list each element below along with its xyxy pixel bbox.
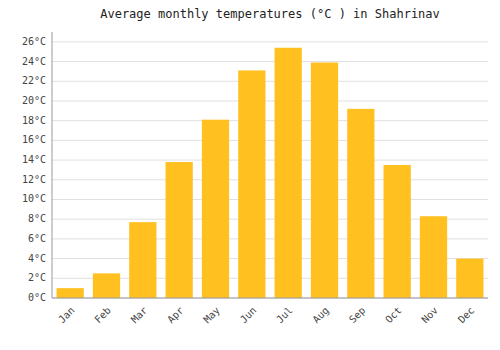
grid-line [52, 140, 488, 141]
y-tick-label: 6°C [28, 233, 46, 244]
x-tick-label: May [201, 305, 222, 326]
y-axis-line [52, 32, 53, 298]
y-tick-label: 10°C [22, 193, 46, 204]
y-tick-label: 24°C [22, 56, 46, 67]
chart-container: 0°C 2°C 4°C 6°C 8°C 10°C 12°C 14°C 16°C 18°C 20°C 2… [0, 0, 500, 350]
y-tick-label: 20°C [22, 95, 46, 106]
x-tick-label: Sep [347, 305, 368, 326]
grid-line [52, 41, 488, 42]
x-tick-label: Dec [456, 305, 477, 326]
bar [347, 109, 374, 298]
y-tick-label: 16°C [22, 134, 46, 145]
bar [93, 273, 120, 298]
chart-title: Average monthly temperatures (°C ) in Sh… [100, 7, 440, 21]
bar [384, 165, 411, 298]
grid-line [52, 120, 488, 121]
bar [166, 162, 193, 298]
bar [456, 259, 483, 298]
bar [57, 288, 84, 298]
bar [238, 70, 265, 298]
grid-line [52, 100, 488, 101]
x-tick-label: Oct [383, 305, 404, 326]
grid-line [52, 298, 488, 299]
bars [57, 48, 484, 298]
grid-line [52, 160, 488, 161]
grid-line [52, 199, 488, 200]
bar [129, 222, 156, 298]
y-tick-label: 14°C [22, 154, 46, 165]
x-tick-labels: Jan Feb Mar Apr May Jun Jul Aug Sep Oct Nov Dec [56, 305, 476, 326]
grid-line [52, 179, 488, 180]
y-tick-label: 0°C [28, 292, 46, 303]
y-tick-label: 12°C [22, 174, 46, 185]
chart-svg: 0°C 2°C 4°C 6°C 8°C 10°C 12°C 14°C 16°C 18°C 20°C 2… [0, 0, 500, 350]
bar [311, 63, 338, 298]
y-tick-label: 26°C [22, 36, 46, 47]
x-tick-label: Jun [238, 305, 259, 326]
x-tick-label: Apr [165, 305, 186, 326]
y-tick-labels: 0°C 2°C 4°C 6°C 8°C 10°C 12°C 14°C 16°C 18°C 20°C 2… [22, 36, 46, 303]
grid-line [52, 81, 488, 82]
x-tick-label: Nov [419, 305, 440, 326]
x-tick-label: Jul [274, 305, 295, 326]
x-axis-line [52, 298, 488, 299]
y-tick-label: 2°C [28, 272, 46, 283]
x-tick-label: Aug [310, 305, 331, 326]
y-grid [52, 42, 488, 298]
bar [420, 216, 447, 298]
y-tick-label: 8°C [28, 213, 46, 224]
y-tick-label: 4°C [28, 253, 46, 264]
y-tick-label: 18°C [22, 115, 46, 126]
x-tick-label: Feb [92, 305, 113, 326]
x-tick-label: Mar [129, 305, 150, 326]
grid-line [52, 61, 488, 62]
bar [202, 120, 229, 298]
x-tick-label: Jan [56, 305, 77, 326]
y-tick-label: 22°C [22, 75, 46, 86]
bar [275, 48, 302, 298]
